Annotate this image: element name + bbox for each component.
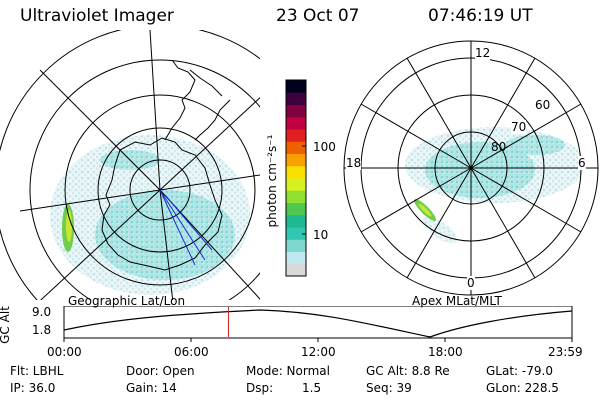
colorbar-stripe [286,104,306,118]
colorbar-stripe [286,214,306,228]
geographic-map [0,30,260,300]
timeline-y-tick-min: 1.8 [32,323,52,337]
colorbar-stripe [286,153,306,167]
continent-outline [101,137,223,271]
seq-info: Seq: 39 [366,381,412,395]
colorbar-label: photon cm⁻²s⁻¹ [265,134,279,228]
door-info: Door: Open [126,364,195,378]
timeline-y-label: GC Alt [0,306,12,344]
observation-time: 07:46:19 UT [428,6,533,26]
mlt-label-0: 0 [467,276,475,290]
altitude-curve [63,309,573,338]
dsp-label: Dsp: [246,381,274,395]
mode-info: Mode: Normal [246,364,330,378]
right-map-caption: Apex MLat/MLT [412,294,502,308]
glat-info: GLat: -79.0 [486,364,553,378]
gc-alt-info: GC Alt: 8.8 Re [366,364,450,378]
colorbar-stripe [286,80,306,93]
timeline-y-tick-max: 9.0 [32,305,52,319]
colorbar [285,79,307,277]
colorbar-stripe [286,129,306,142]
colorbar-stripe [286,239,306,252]
colorbar-tick-10: 10 [313,228,329,242]
colorbar-stripe [286,92,306,105]
mlat-label-80: 80 [491,140,507,154]
filter-info: Flt: LBHL [10,364,64,378]
colorbar-gradient [286,80,306,277]
mlat-label-70: 70 [511,120,527,134]
timeline-x-tick-0000: 00:00 [47,345,82,359]
glon-info: GLon: 228.5 [486,381,559,395]
timeline-x-tick-1800: 18:00 [428,345,463,359]
colorbar-stripe [286,227,306,240]
mlt-label-12: 12 [475,46,491,60]
colorbar-stripe [286,141,306,154]
mlt-label-18: 18 [346,156,362,170]
magnetic-map [343,40,599,296]
observation-date: 23 Oct 07 [276,6,360,26]
timeline-x-tick-0600: 06:00 [174,345,209,359]
ip-info: IP: 36.0 [10,381,56,395]
instrument-title: Ultraviolet Imager [20,6,174,26]
colorbar-stripe [286,202,306,216]
colorbar-stripe [286,263,306,277]
gain-info: Gain: 14 [126,381,177,395]
dsp-value: 1.5 [302,381,322,395]
left-map-caption: Geographic Lat/Lon [68,294,186,308]
colorbar-stripe [286,165,306,179]
timeline-x-tick-2359: 23:59 [548,345,583,359]
colorbar-stripe [286,190,306,203]
mlat-label-60: 60 [535,98,551,112]
mlt-label-6: 6 [578,156,586,170]
colorbar-tick-100: 100 [313,140,336,154]
colorbar-stripe [286,116,306,130]
timeline-x-tick-1200: 12:00 [301,345,336,359]
colorbar-stripe [286,251,306,265]
colorbar-stripe [286,178,306,191]
altitude-timeline [63,306,573,342]
